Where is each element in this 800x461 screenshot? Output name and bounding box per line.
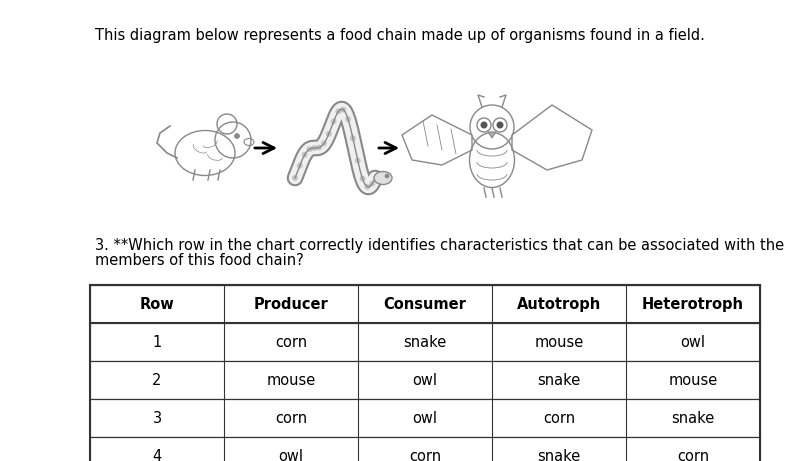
Circle shape xyxy=(311,145,318,151)
Text: snake: snake xyxy=(538,449,581,461)
Circle shape xyxy=(340,106,346,112)
Bar xyxy=(90,285,760,461)
Circle shape xyxy=(316,144,322,150)
Bar xyxy=(90,361,760,399)
Text: owl: owl xyxy=(413,410,438,426)
Circle shape xyxy=(297,163,303,169)
Text: corn: corn xyxy=(677,449,709,461)
Circle shape xyxy=(359,176,366,182)
Circle shape xyxy=(369,181,375,187)
Bar xyxy=(90,437,760,461)
Polygon shape xyxy=(488,132,496,138)
Text: corn: corn xyxy=(275,410,307,426)
Circle shape xyxy=(481,122,487,129)
Circle shape xyxy=(321,141,327,147)
Text: snake: snake xyxy=(671,410,714,426)
Text: corn: corn xyxy=(409,449,441,461)
Text: Autotroph: Autotroph xyxy=(517,296,601,312)
Text: owl: owl xyxy=(413,372,438,388)
Text: corn: corn xyxy=(275,335,307,349)
Text: Heterotroph: Heterotroph xyxy=(642,296,744,312)
Text: owl: owl xyxy=(278,449,303,461)
Bar xyxy=(90,399,760,437)
Circle shape xyxy=(306,146,313,152)
Text: snake: snake xyxy=(538,372,581,388)
Bar xyxy=(90,323,760,361)
Text: corn: corn xyxy=(543,410,575,426)
Circle shape xyxy=(497,122,503,129)
Circle shape xyxy=(350,135,356,141)
Text: mouse: mouse xyxy=(534,335,584,349)
Circle shape xyxy=(326,131,332,137)
Text: 3. **Which row in the chart correctly identifies characteristics that can be ass: 3. **Which row in the chart correctly id… xyxy=(95,238,784,253)
Circle shape xyxy=(292,175,298,181)
Text: 2: 2 xyxy=(152,372,162,388)
Circle shape xyxy=(335,108,342,114)
Circle shape xyxy=(330,118,337,124)
Ellipse shape xyxy=(374,171,392,184)
Text: snake: snake xyxy=(403,335,446,349)
Text: mouse: mouse xyxy=(668,372,718,388)
Text: This diagram below represents a food chain made up of organisms found in a field: This diagram below represents a food cha… xyxy=(95,28,705,43)
Circle shape xyxy=(477,118,491,132)
Circle shape xyxy=(385,174,389,178)
Circle shape xyxy=(345,116,351,122)
Circle shape xyxy=(364,184,370,190)
Text: Row: Row xyxy=(140,296,174,312)
Circle shape xyxy=(302,152,308,158)
Text: 3: 3 xyxy=(153,410,162,426)
Text: Producer: Producer xyxy=(254,296,328,312)
Text: members of this food chain?: members of this food chain? xyxy=(95,253,304,268)
Circle shape xyxy=(354,158,361,164)
Circle shape xyxy=(493,118,507,132)
Text: 1: 1 xyxy=(152,335,162,349)
Circle shape xyxy=(234,134,239,138)
Text: Consumer: Consumer xyxy=(383,296,466,312)
Text: owl: owl xyxy=(681,335,706,349)
Text: mouse: mouse xyxy=(266,372,316,388)
Bar xyxy=(90,285,760,323)
Text: 4: 4 xyxy=(152,449,162,461)
